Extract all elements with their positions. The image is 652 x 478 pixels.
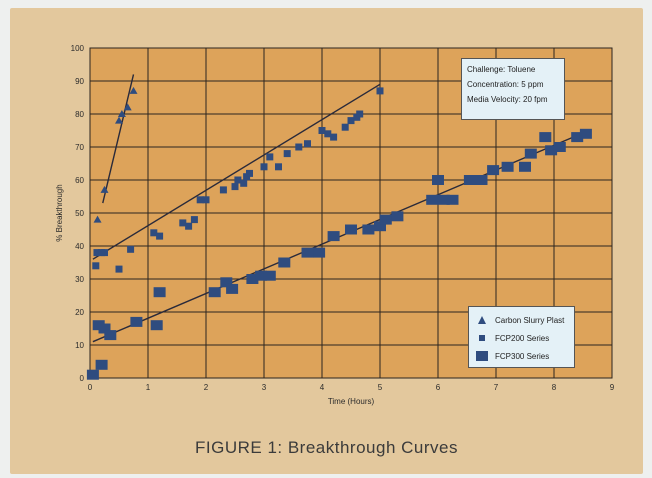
small-square-point — [185, 223, 192, 230]
conditions-box: Challenge: Toluene Concentration: 5 ppm … — [461, 58, 565, 120]
x-tick-label: 9 — [610, 383, 615, 392]
small-square-point — [377, 87, 384, 94]
large-square-point — [104, 330, 116, 340]
large-square-point — [151, 320, 163, 330]
small-square-point — [330, 134, 337, 141]
large-square-point — [313, 248, 325, 258]
figure-caption: FIGURE 1: Breakthrough Curves — [10, 438, 643, 458]
small-square-point — [240, 180, 247, 187]
x-tick-label: 0 — [88, 383, 93, 392]
small-square-point — [220, 186, 227, 193]
large-square-point — [447, 195, 459, 205]
small-square-marker-icon — [475, 334, 489, 342]
x-tick-label: 4 — [320, 383, 325, 392]
small-square-point — [342, 124, 349, 131]
small-square-point — [116, 266, 123, 273]
concentration-text: Concentration: 5 ppm — [467, 77, 559, 92]
y-tick-label: 40 — [75, 242, 84, 251]
y-tick-label: 70 — [75, 143, 84, 152]
large-square-point — [278, 258, 290, 268]
large-square-point — [154, 287, 166, 297]
small-square-point — [203, 196, 210, 203]
large-square-point — [426, 195, 438, 205]
large-square-point — [345, 225, 357, 235]
small-square-point — [356, 111, 363, 118]
y-tick-label: 20 — [75, 308, 84, 317]
legend-label: FCP200 Series — [495, 334, 549, 343]
y-tick-label: 80 — [75, 110, 84, 119]
legend-item-carbon: Carbon Slurry Plast — [475, 311, 568, 329]
small-square-point — [101, 249, 108, 256]
large-square-point — [328, 231, 340, 241]
large-square-point — [487, 165, 499, 175]
y-tick-label: 100 — [71, 44, 85, 53]
large-square-point — [432, 175, 444, 185]
y-tick-label: 50 — [75, 209, 84, 218]
y-tick-label: 10 — [75, 341, 84, 350]
y-tick-label: 30 — [75, 275, 84, 284]
large-square-point — [519, 162, 531, 172]
large-square-point — [525, 149, 537, 159]
legend-item-fcp200: FCP200 Series — [475, 329, 568, 347]
large-square-point — [264, 271, 276, 281]
legend-label: Carbon Slurry Plast — [495, 316, 564, 325]
large-square-point — [464, 175, 476, 185]
x-axis-label: Time (Hours) — [328, 397, 375, 406]
legend: Carbon Slurry Plast FCP200 Series FCP300… — [468, 306, 575, 368]
large-square-point — [391, 211, 403, 221]
small-square-point — [246, 170, 253, 177]
large-square-point — [209, 287, 221, 297]
y-tick-label: 0 — [80, 374, 85, 383]
large-square-point — [580, 129, 592, 139]
large-square-point — [226, 284, 238, 294]
small-square-point — [92, 262, 99, 269]
large-square-point — [362, 225, 374, 235]
small-square-point — [266, 153, 273, 160]
large-square-point — [96, 360, 108, 370]
large-square-point — [502, 162, 514, 172]
small-square-point — [232, 183, 239, 190]
small-square-point — [191, 216, 198, 223]
large-square-point — [302, 248, 314, 258]
y-tick-label: 60 — [75, 176, 84, 185]
large-square-point — [476, 175, 488, 185]
x-tick-label: 3 — [262, 383, 267, 392]
large-square-marker-icon — [475, 350, 489, 362]
small-square-point — [261, 163, 268, 170]
small-square-point — [295, 144, 302, 151]
x-tick-label: 6 — [436, 383, 441, 392]
large-square-point — [130, 317, 142, 327]
large-square-point — [554, 142, 566, 152]
x-tick-label: 2 — [204, 383, 209, 392]
small-square-point — [304, 140, 311, 147]
figure-frame: 0 1 2 3 4 5 6 7 8 9 0 10 20 30 40 50 60 70 80 90 100 Time (H… — [10, 8, 643, 474]
small-square-point — [275, 163, 282, 170]
x-tick-label: 5 — [378, 383, 383, 392]
x-tick-label: 8 — [552, 383, 557, 392]
small-square-point — [284, 150, 291, 157]
media-velocity-text: Media Velocity: 20 fpm — [467, 92, 559, 107]
y-axis-label: % Breakthrough — [55, 184, 64, 241]
challenge-text: Challenge: Toluene — [467, 62, 559, 77]
small-square-point — [156, 233, 163, 240]
small-square-point — [127, 246, 134, 253]
large-square-point — [87, 370, 99, 380]
x-tick-label: 1 — [146, 383, 151, 392]
x-tick-label: 7 — [494, 383, 499, 392]
legend-item-fcp300: FCP300 Series — [475, 347, 568, 365]
legend-label: FCP300 Series — [495, 352, 549, 361]
y-tick-label: 90 — [75, 77, 84, 86]
large-square-point — [380, 215, 392, 225]
triangle-marker-icon — [475, 316, 489, 324]
large-square-point — [539, 132, 551, 142]
